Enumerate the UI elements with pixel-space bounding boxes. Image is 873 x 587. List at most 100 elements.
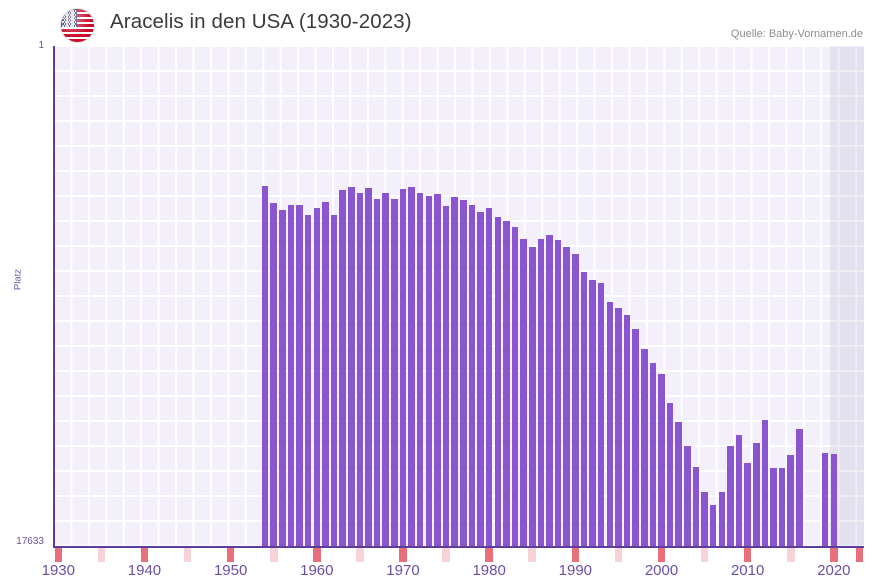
bar: [382, 192, 390, 546]
x-axis-minor-tick: [97, 548, 106, 562]
bar: [640, 348, 648, 546]
bar: [365, 188, 372, 546]
bar: [597, 282, 605, 546]
flag-gloss: [61, 9, 94, 42]
x-axis-minor-tick: [528, 548, 537, 562]
x-axis-label: 1950: [213, 562, 248, 579]
bar: [692, 467, 700, 546]
bar: [537, 238, 545, 546]
bar: [460, 199, 467, 546]
bar: [770, 467, 777, 546]
y-axis-title: Platz: [12, 268, 24, 291]
x-axis-major-tick: [855, 548, 864, 562]
y-axis: 1 17633 Platz: [0, 0, 52, 587]
bar: [796, 428, 803, 546]
flag-canton: [61, 9, 77, 27]
bar: [416, 193, 424, 546]
page-title: Aracelis in den USA (1930-2023): [110, 10, 412, 33]
bar: [615, 308, 622, 546]
x-axis-major-tick: [399, 548, 407, 562]
x-axis-major-tick: [830, 548, 838, 562]
bar: [339, 190, 346, 546]
bar: [701, 491, 708, 546]
bar: [348, 187, 355, 546]
chart-plot-area: [54, 46, 864, 546]
bar: [735, 435, 743, 546]
bar: [270, 202, 277, 546]
x-axis-labels: 1930 1940 1950 1960 1970 1980 1990 2000 2010 2020: [0, 562, 873, 587]
bar: [821, 453, 829, 546]
bar: [572, 254, 579, 546]
bar: [778, 467, 786, 546]
bar: [442, 205, 450, 546]
bar: [580, 272, 588, 546]
bar: [322, 201, 329, 546]
bar: [468, 205, 476, 546]
y-axis-tick-bottom: 17633: [16, 536, 44, 547]
x-axis-minor-tick: [183, 548, 192, 562]
bar: [287, 204, 295, 546]
bar: [727, 445, 734, 546]
x-axis-minor-tick: [356, 548, 364, 562]
bar: [520, 239, 527, 546]
bar: [494, 216, 502, 546]
bar: [434, 194, 441, 546]
x-axis-label: 1970: [386, 562, 420, 579]
bar: [330, 214, 338, 546]
bar: [408, 187, 415, 546]
bar: [546, 235, 553, 546]
bar: [528, 246, 536, 546]
x-axis-minor-tick: [700, 548, 709, 562]
bar: [761, 419, 769, 546]
flag-stripes: [61, 9, 94, 42]
bar: [623, 314, 631, 546]
bar: [279, 210, 286, 546]
y-axis-line: [53, 46, 55, 548]
bar: [485, 208, 493, 546]
x-axis-label: 1980: [472, 562, 506, 579]
x-axis-major-tick: [54, 548, 63, 562]
x-axis-major-tick: [657, 548, 666, 562]
x-axis-label: 2000: [644, 562, 679, 579]
bar: [511, 227, 519, 546]
x-axis-minor-tick: [786, 548, 795, 562]
x-axis-label: 1940: [127, 562, 162, 579]
x-axis-minor-tick: [269, 548, 278, 562]
bar: [373, 199, 381, 546]
bar: [356, 192, 364, 546]
bar: [296, 205, 303, 546]
bar: [503, 221, 510, 546]
bar: [787, 454, 795, 546]
bar: [399, 188, 407, 546]
bar: [554, 239, 562, 546]
bar: [563, 246, 570, 546]
bar: [425, 195, 433, 546]
x-axis-label: 1930: [41, 562, 75, 579]
x-axis-label: 1960: [300, 562, 334, 579]
bar: [684, 446, 691, 546]
x-axis-minor-tick: [442, 548, 450, 562]
x-axis-label: 1990: [558, 562, 593, 579]
bar: [744, 462, 751, 546]
x-axis-major-tick: [226, 548, 235, 562]
bar: [666, 402, 674, 546]
x-axis-tick-band: [54, 548, 864, 562]
bar: [675, 422, 682, 546]
x-axis-minor-tick: [614, 548, 623, 562]
bar: [632, 329, 639, 546]
bar: [753, 443, 760, 546]
bar: [477, 211, 484, 546]
bar: [649, 363, 657, 546]
bar: [830, 454, 838, 546]
x-axis-major-tick: [140, 548, 149, 562]
x-axis-line: [53, 546, 864, 548]
y-axis-tick-top: 1: [38, 40, 44, 51]
bar: [709, 504, 717, 546]
bar: [606, 302, 614, 546]
bar: [658, 374, 665, 546]
bar: [451, 197, 458, 546]
x-axis-label: 2020: [817, 562, 851, 579]
x-axis-major-tick: [571, 548, 580, 562]
plot-gridlines: [54, 46, 864, 546]
bar: [589, 279, 596, 546]
